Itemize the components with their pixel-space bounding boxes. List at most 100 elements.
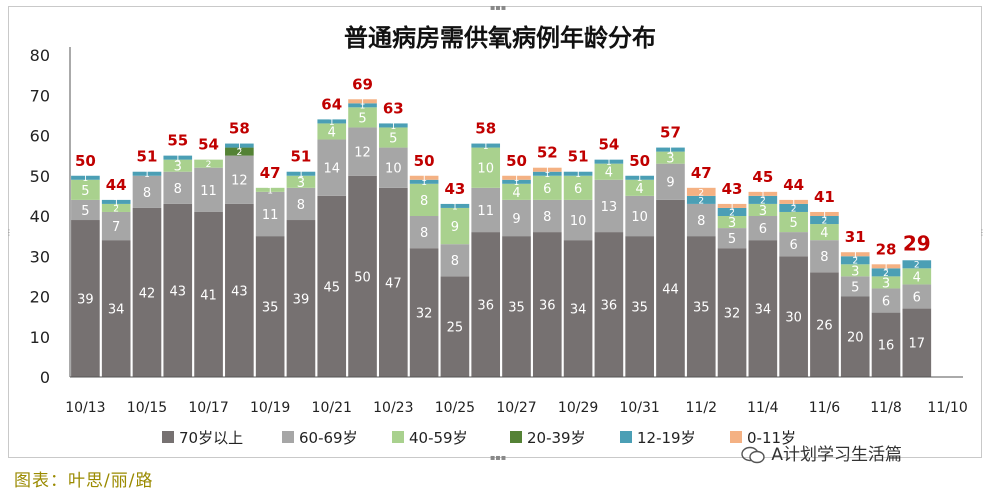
bar-segment [255, 191, 285, 237]
bar-segment [409, 248, 439, 377]
bar-segment [810, 272, 839, 377]
segment-label: 8 [451, 254, 459, 269]
resize-handle-right[interactable]: ⋮ [978, 228, 986, 237]
segment-label: 34 [108, 303, 125, 318]
segment-label: 8 [297, 198, 305, 213]
segment-label: 3 [851, 264, 859, 279]
total-label: 69 [352, 75, 373, 93]
segment-label: 41 [200, 288, 217, 303]
segment-label: 5 [358, 111, 366, 126]
legend-swatch [282, 431, 294, 443]
segment-label: 1 [483, 142, 489, 152]
total-label: 45 [752, 168, 773, 186]
y-tick-label: 10 [30, 328, 50, 347]
bar-segment [779, 203, 808, 212]
segment-label: 14 [323, 162, 340, 177]
bar-segment [563, 175, 593, 200]
bar-segment [656, 151, 685, 164]
bar-segment [717, 248, 747, 377]
segment-label: 44 [662, 282, 679, 297]
y-tick-label: 0 [40, 368, 50, 387]
bar-segment [532, 199, 562, 233]
bar-segment [748, 191, 778, 196]
bar-segment [348, 103, 377, 108]
bar-segment [748, 240, 778, 377]
x-tick-label: 10/19 [250, 400, 290, 416]
bar-segment [840, 296, 870, 377]
bar-segment [810, 211, 839, 216]
total-label: 51 [568, 148, 589, 166]
segment-label: 1 [791, 198, 797, 208]
legend: 70岁以上 60-69岁 40-59岁 20-39岁 12-19岁 0-11岁 [162, 429, 796, 447]
bar-segment [902, 268, 932, 285]
bar-segment [717, 216, 747, 229]
bar-segment [532, 171, 562, 176]
segment-label: 1 [852, 251, 858, 261]
segment-label: 36 [477, 298, 494, 313]
legend-label: 40-59岁 [409, 429, 468, 447]
y-tick-label: 60 [30, 127, 50, 146]
segment-label: 1 [113, 198, 119, 208]
total-label: 44 [106, 176, 127, 194]
segment-label: 6 [882, 294, 890, 309]
segment-label: 1 [267, 186, 273, 196]
segment-label: 5 [851, 280, 859, 295]
segment-label: 50 [354, 270, 371, 285]
bar-segment [840, 252, 870, 257]
total-label: 50 [75, 152, 96, 170]
segment-label: 1 [421, 178, 427, 188]
bar-segment [317, 119, 347, 124]
bar-segment [379, 187, 408, 377]
bar-segment [348, 175, 377, 377]
bar-segment [194, 159, 223, 168]
x-tick-label: 11/6 [809, 400, 841, 416]
chart-title: 普通病房需供氧病例年龄分布 [344, 24, 656, 52]
resize-handle-left[interactable]: ⋮ [5, 228, 13, 237]
bar-segment [871, 288, 901, 313]
segment-label: 1 [729, 202, 735, 212]
segment-label: 17 [909, 337, 926, 352]
segment-label: 3 [297, 176, 305, 191]
segment-label: 1 [575, 170, 581, 180]
segment-label: 11 [477, 204, 494, 219]
bar-segment [625, 236, 654, 377]
bar-segment [563, 240, 593, 377]
bar-segment [686, 187, 716, 196]
y-axis: 0 10 20 30 40 50 60 70 80 [30, 46, 71, 387]
segment-label: 43 [170, 284, 187, 299]
bar-segment [132, 175, 162, 208]
segment-label: 1 [452, 202, 458, 212]
x-tick-label: 10/25 [435, 400, 475, 416]
segment-label: 20 [847, 331, 864, 346]
segment-label: 8 [143, 186, 151, 201]
bar-segment [348, 107, 377, 128]
segment-label: 2 [883, 269, 889, 279]
bar-segment [101, 203, 131, 212]
segment-label: 10 [477, 162, 494, 177]
resize-handle-bottom[interactable]: ▪▪▪ [490, 453, 507, 462]
segment-label: 3 [174, 160, 182, 175]
segment-label: 3 [759, 204, 767, 219]
legend-swatch [510, 431, 522, 443]
total-label: 50 [414, 152, 435, 170]
bar-segment [563, 171, 593, 176]
segment-label: 8 [820, 250, 828, 265]
x-tick-label: 11/8 [870, 400, 901, 416]
bar-segment [286, 187, 316, 221]
bar-segment [286, 220, 316, 377]
bar-segment [686, 236, 716, 377]
bar-segment [379, 127, 408, 148]
bar-segment [255, 236, 285, 377]
x-tick-label: 10/27 [496, 400, 536, 416]
segment-label: 1 [360, 98, 366, 108]
bar-segment [440, 207, 470, 245]
bar-segment [902, 284, 932, 309]
resize-handle-top[interactable]: ▪▪▪ [490, 3, 507, 12]
x-tick-label: 11/2 [686, 400, 717, 416]
bar-segment [840, 276, 870, 297]
bar-segment [656, 199, 685, 377]
bar-segment [440, 244, 470, 277]
legend-swatch [730, 431, 742, 443]
total-label: 47 [691, 164, 712, 182]
segment-label: 9 [666, 176, 674, 191]
